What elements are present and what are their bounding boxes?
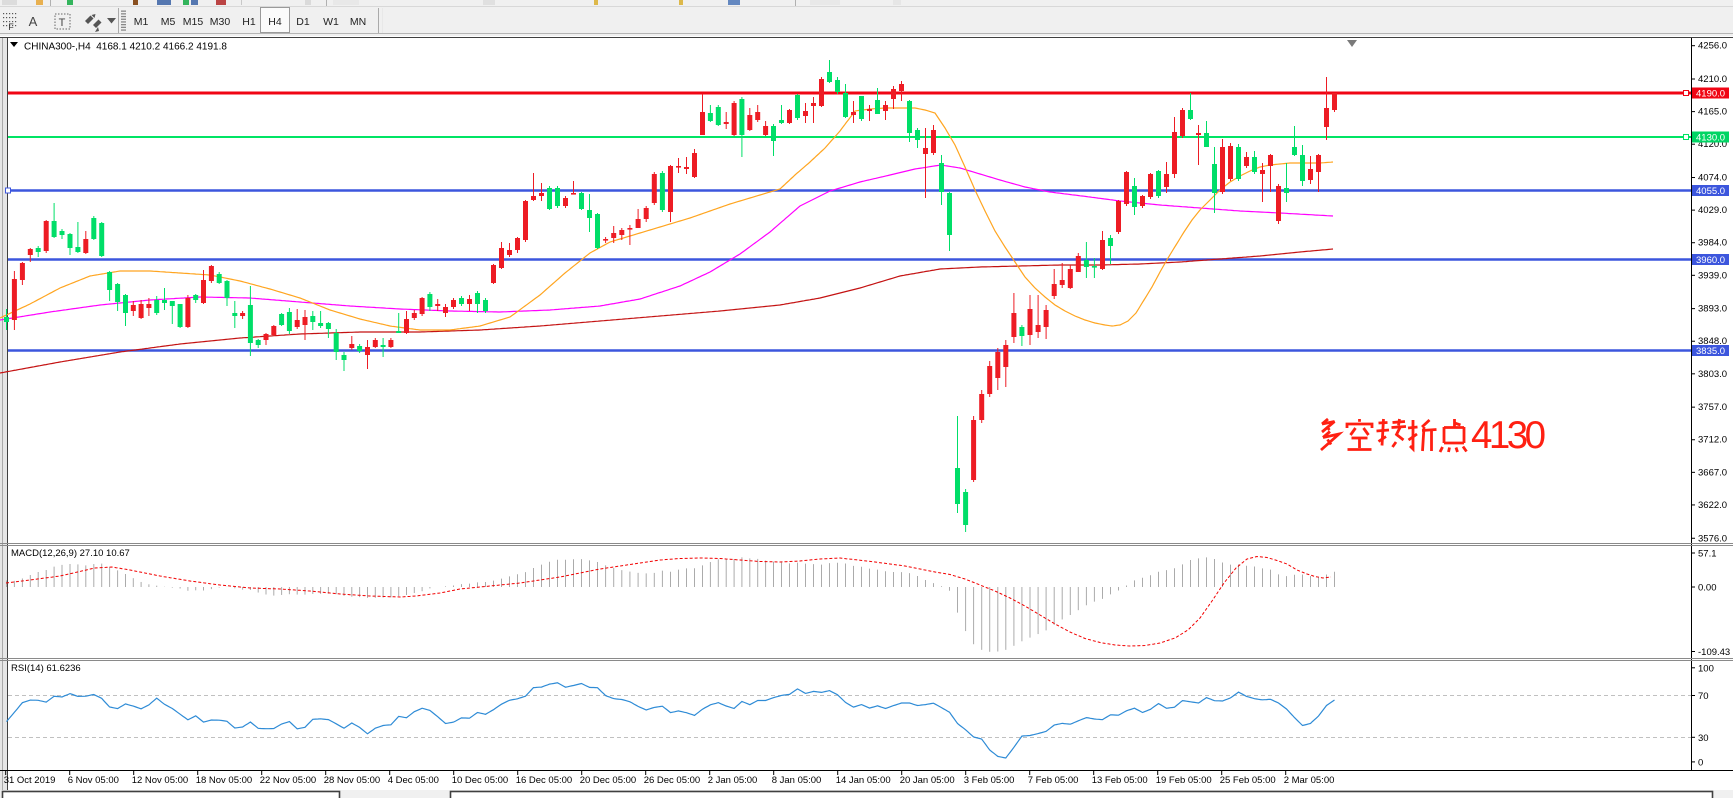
svg-text:4 Dec 05:00: 4 Dec 05:00 [388, 775, 439, 786]
svg-text:3757.0: 3757.0 [1698, 402, 1727, 413]
svg-text:2 Mar 05:00: 2 Mar 05:00 [1284, 775, 1335, 786]
svg-text:D1: D1 [296, 16, 310, 28]
svg-text:H4: H4 [268, 16, 282, 28]
svg-text:M1: M1 [134, 16, 149, 28]
svg-text:3667.0: 3667.0 [1698, 467, 1727, 478]
svg-text:22 Nov 05:00: 22 Nov 05:00 [260, 775, 317, 786]
svg-text:8 Jan 05:00: 8 Jan 05:00 [772, 775, 822, 786]
svg-text:10 Dec 05:00: 10 Dec 05:00 [452, 775, 509, 786]
svg-text:MN: MN [350, 16, 366, 28]
svg-text:2 Jan 05:00: 2 Jan 05:00 [708, 775, 758, 786]
svg-text:4165.0: 4165.0 [1698, 107, 1727, 118]
svg-text:M30: M30 [210, 16, 231, 28]
svg-text:13 Feb 05:00: 13 Feb 05:00 [1092, 775, 1148, 786]
svg-text:W1: W1 [323, 16, 339, 28]
svg-text:4190.0: 4190.0 [1696, 89, 1725, 100]
svg-text:MACD(12,26,9) 27.10 10.67: MACD(12,26,9) 27.10 10.67 [11, 548, 130, 559]
svg-text:-109.43: -109.43 [1698, 647, 1730, 658]
svg-text:T: T [59, 17, 66, 29]
svg-text:3835.0: 3835.0 [1696, 346, 1725, 357]
svg-text:30: 30 [1698, 733, 1709, 744]
svg-text:19 Feb 05:00: 19 Feb 05:00 [1156, 775, 1212, 786]
svg-text:3576.0: 3576.0 [1698, 533, 1727, 544]
svg-text:20 Dec 05:00: 20 Dec 05:00 [580, 775, 637, 786]
svg-text:18 Nov 05:00: 18 Nov 05:00 [196, 775, 253, 786]
svg-text:3712.0: 3712.0 [1698, 435, 1727, 446]
svg-text:3893.0: 3893.0 [1698, 304, 1727, 315]
svg-text:3960.0: 3960.0 [1696, 255, 1725, 266]
svg-text:RSI(14) 61.6236: RSI(14) 61.6236 [11, 663, 81, 674]
svg-text:28 Nov 05:00: 28 Nov 05:00 [324, 775, 381, 786]
svg-text:4130: 4130 [1471, 414, 1546, 457]
svg-text:M5: M5 [161, 16, 176, 28]
svg-text:4210.0: 4210.0 [1698, 74, 1727, 85]
svg-text:100: 100 [1698, 663, 1714, 674]
svg-text:70: 70 [1698, 691, 1709, 702]
svg-text:7 Feb 05:00: 7 Feb 05:00 [1028, 775, 1079, 786]
svg-text:4029.0: 4029.0 [1698, 205, 1727, 216]
svg-text:3848.0: 3848.0 [1698, 336, 1727, 347]
svg-text:3622.0: 3622.0 [1698, 500, 1727, 511]
svg-text:H1: H1 [242, 16, 256, 28]
svg-text:6 Nov 05:00: 6 Nov 05:00 [68, 775, 119, 786]
svg-text:A: A [29, 14, 38, 29]
svg-text:14 Jan 05:00: 14 Jan 05:00 [836, 775, 891, 786]
svg-text:CHINA300-,H4 4168.1 4210.2 41: CHINA300-,H4 4168.1 4210.2 4166.2 4191.8 [24, 42, 227, 53]
svg-text:3803.0: 3803.0 [1698, 369, 1727, 380]
svg-text:16 Dec 05:00: 16 Dec 05:00 [516, 775, 573, 786]
svg-text:4130.0: 4130.0 [1696, 133, 1725, 144]
svg-text:57.1: 57.1 [1698, 549, 1717, 560]
svg-text:26 Dec 05:00: 26 Dec 05:00 [644, 775, 701, 786]
svg-text:4074.0: 4074.0 [1698, 173, 1727, 184]
svg-text:31 Oct 2019: 31 Oct 2019 [4, 775, 56, 786]
svg-text:4120.0: 4120.0 [1698, 139, 1727, 150]
svg-text:3984.0: 3984.0 [1698, 238, 1727, 249]
svg-text:12 Nov 05:00: 12 Nov 05:00 [132, 775, 189, 786]
svg-text:4256.0: 4256.0 [1698, 41, 1727, 52]
svg-text:0.00: 0.00 [1698, 583, 1717, 594]
svg-text:3 Feb 05:00: 3 Feb 05:00 [964, 775, 1015, 786]
svg-text:0: 0 [1698, 757, 1703, 768]
svg-text:F: F [8, 22, 14, 32]
svg-text:25 Feb 05:00: 25 Feb 05:00 [1220, 775, 1276, 786]
svg-text:4055.0: 4055.0 [1696, 186, 1725, 197]
svg-text:M15: M15 [183, 16, 204, 28]
svg-text:3939.0: 3939.0 [1698, 270, 1727, 281]
svg-text:20 Jan 05:00: 20 Jan 05:00 [900, 775, 955, 786]
